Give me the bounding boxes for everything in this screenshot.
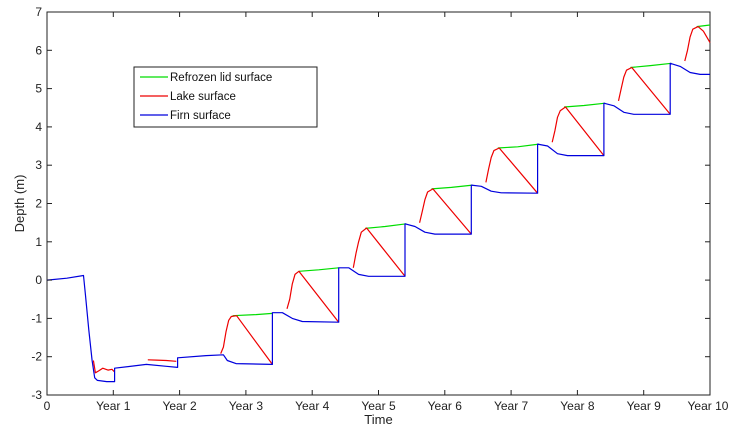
x-tick-label: Year 1 xyxy=(96,399,131,413)
y-tick-label: 4 xyxy=(35,120,42,134)
y-tick-label: 7 xyxy=(35,5,42,19)
y-tick-label: 5 xyxy=(35,82,42,96)
y-axis-title: Depth (m) xyxy=(12,175,27,233)
lake-surface-line xyxy=(419,188,472,235)
lake-surface-line xyxy=(551,106,605,156)
lake-surface-line xyxy=(147,359,177,362)
firn-surface-line xyxy=(46,62,710,383)
legend: Refrozen lid surface Lake surface Firn sur… xyxy=(133,66,318,128)
lake-surface-line xyxy=(352,227,406,277)
lake-surface-line xyxy=(684,26,711,62)
y-tick-label: 2 xyxy=(35,197,42,211)
x-tick-label: Year 5 xyxy=(361,399,396,413)
x-axis-title: Time xyxy=(364,412,392,427)
series-firn-surface xyxy=(46,62,710,383)
series-lake-surface xyxy=(92,26,711,374)
y-tick-label: -1 xyxy=(31,311,42,325)
x-tick-label: Year 3 xyxy=(229,399,264,413)
legend-label-refrozen-lid-surface: Refrozen lid surface xyxy=(170,72,272,84)
x-tick-label: Year 4 xyxy=(295,399,330,413)
refrozen-lid-surface-line xyxy=(232,312,273,317)
lake-surface-line xyxy=(92,360,116,374)
y-tick-label: 0 xyxy=(35,273,42,287)
x-tick-label: 0 xyxy=(44,399,51,413)
y-tick-label: 3 xyxy=(35,158,42,172)
x-tick-label: Year 6 xyxy=(428,399,463,413)
x-tick-label: Year 7 xyxy=(494,399,529,413)
x-tick-label: Year 9 xyxy=(627,399,662,413)
y-tick-label: 1 xyxy=(35,235,42,249)
lake-surface-line xyxy=(286,270,340,323)
x-tick-label: Year 8 xyxy=(560,399,595,413)
tick-layer: 0 Year 1 Year 2 Year 3 Year 4 Year 5 Year 6 Yea… xyxy=(31,5,728,413)
refrozen-lid-surface-line xyxy=(431,184,473,190)
y-tick-label: -3 xyxy=(31,388,42,402)
x-tick-label: Year 10 xyxy=(688,399,729,413)
legend-label-lake-surface: Lake surface xyxy=(170,91,236,103)
legend-label-firn-surface: Firn surface xyxy=(170,110,231,122)
refrozen-lid-surface-line xyxy=(696,24,711,28)
y-tick-label: -2 xyxy=(31,350,42,364)
lake-surface-line xyxy=(617,66,671,115)
x-tick-label: Year 2 xyxy=(162,399,197,413)
lake-surface-line xyxy=(220,315,273,365)
refrozen-lid-surface-line xyxy=(497,143,539,149)
refrozen-lid-surface-line xyxy=(298,267,339,272)
refrozen-lid-surface-line xyxy=(630,62,672,69)
series-refrozen-lid-surface xyxy=(232,24,711,317)
refrozen-lid-surface-line xyxy=(564,102,606,108)
y-tick-label: 6 xyxy=(35,43,42,57)
lake-surface-line xyxy=(485,147,539,194)
refrozen-lid-surface-line xyxy=(365,223,407,229)
series-layer xyxy=(46,24,711,383)
